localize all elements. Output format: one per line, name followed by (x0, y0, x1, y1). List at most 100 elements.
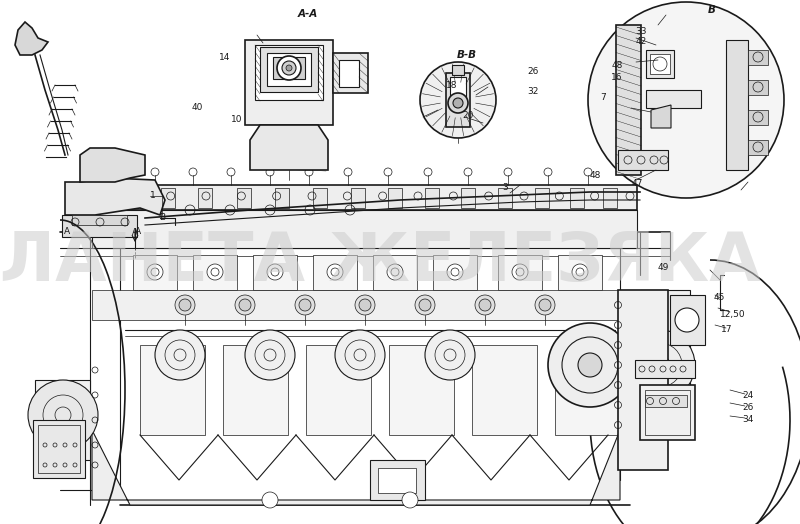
Circle shape (479, 299, 491, 311)
Circle shape (262, 492, 278, 508)
Bar (670, 295, 705, 345)
Bar (425, 188, 439, 208)
Circle shape (572, 264, 588, 280)
Bar (558, 255, 602, 290)
Circle shape (625, 330, 695, 400)
Circle shape (235, 295, 255, 315)
Bar (237, 188, 251, 208)
Bar (333, 53, 368, 93)
Bar (275, 188, 289, 208)
Bar (267, 53, 311, 86)
Bar (161, 188, 175, 208)
Bar (748, 80, 768, 95)
Bar (38, 425, 80, 473)
Text: 14: 14 (219, 53, 230, 62)
Bar (35, 380, 90, 460)
Circle shape (588, 2, 784, 198)
Bar (370, 460, 425, 500)
Text: B: B (159, 213, 165, 222)
Bar (645, 395, 687, 407)
Bar (640, 290, 690, 390)
Text: 7: 7 (600, 93, 606, 103)
Bar (498, 188, 512, 208)
Polygon shape (651, 105, 671, 128)
Circle shape (267, 264, 283, 280)
Bar (140, 345, 205, 435)
Bar (351, 188, 365, 208)
Bar (378, 468, 416, 493)
Bar (452, 65, 464, 75)
Bar (498, 255, 542, 290)
Circle shape (327, 264, 343, 280)
Bar (645, 390, 690, 435)
Text: 20: 20 (462, 111, 474, 119)
Text: 48: 48 (611, 61, 622, 71)
Text: 40: 40 (191, 103, 202, 112)
Polygon shape (250, 125, 328, 170)
Text: 16: 16 (611, 73, 622, 82)
Bar (223, 345, 288, 435)
Text: B: B (708, 5, 716, 15)
Circle shape (453, 98, 463, 108)
Text: 47: 47 (631, 179, 642, 188)
Bar (450, 77, 466, 107)
Circle shape (175, 295, 195, 315)
Circle shape (335, 330, 385, 380)
Circle shape (147, 264, 163, 280)
Text: 17: 17 (722, 325, 733, 334)
Bar (133, 255, 177, 290)
Bar (62, 215, 137, 237)
Text: 42: 42 (635, 38, 646, 47)
Bar (461, 188, 475, 208)
Circle shape (207, 264, 223, 280)
Bar (603, 188, 617, 208)
Bar (646, 90, 701, 108)
Bar (388, 188, 402, 208)
Bar (555, 345, 620, 435)
Bar (389, 345, 454, 435)
Text: A: A (132, 228, 138, 237)
Text: 32: 32 (527, 86, 538, 95)
Bar (339, 60, 359, 87)
Text: 48: 48 (590, 171, 601, 180)
Circle shape (475, 295, 495, 315)
Bar (650, 54, 670, 74)
Bar (570, 188, 584, 208)
Circle shape (179, 299, 191, 311)
Bar (260, 47, 318, 92)
Circle shape (155, 330, 205, 380)
Circle shape (355, 295, 375, 315)
Text: 24: 24 (742, 391, 754, 400)
Bar (646, 50, 674, 78)
Bar (618, 290, 668, 470)
Bar (92, 210, 637, 248)
Bar (306, 345, 371, 435)
Circle shape (295, 295, 315, 315)
Bar (618, 150, 668, 170)
Bar (640, 385, 695, 440)
Text: ПЛАНЕТА ЖЕЛЕЗЯКА: ПЛАНЕТА ЖЕЛЕЗЯКА (0, 229, 761, 295)
Circle shape (239, 299, 251, 311)
Bar (92, 290, 627, 320)
Text: A: A (135, 227, 141, 236)
Circle shape (415, 295, 435, 315)
Text: A: A (64, 226, 70, 235)
Circle shape (245, 330, 295, 380)
Bar (446, 73, 470, 127)
Bar (193, 255, 237, 290)
Text: 45: 45 (714, 292, 725, 301)
Bar (245, 40, 333, 125)
Circle shape (512, 264, 528, 280)
Bar (373, 255, 417, 290)
Circle shape (286, 65, 292, 71)
Bar (635, 360, 695, 378)
Bar (255, 45, 323, 100)
Polygon shape (80, 148, 145, 182)
Text: 49: 49 (658, 264, 669, 272)
Polygon shape (15, 22, 48, 55)
Bar (433, 255, 477, 290)
Text: 26: 26 (527, 68, 538, 77)
Circle shape (402, 492, 418, 508)
Circle shape (419, 299, 431, 311)
Bar (313, 188, 327, 208)
